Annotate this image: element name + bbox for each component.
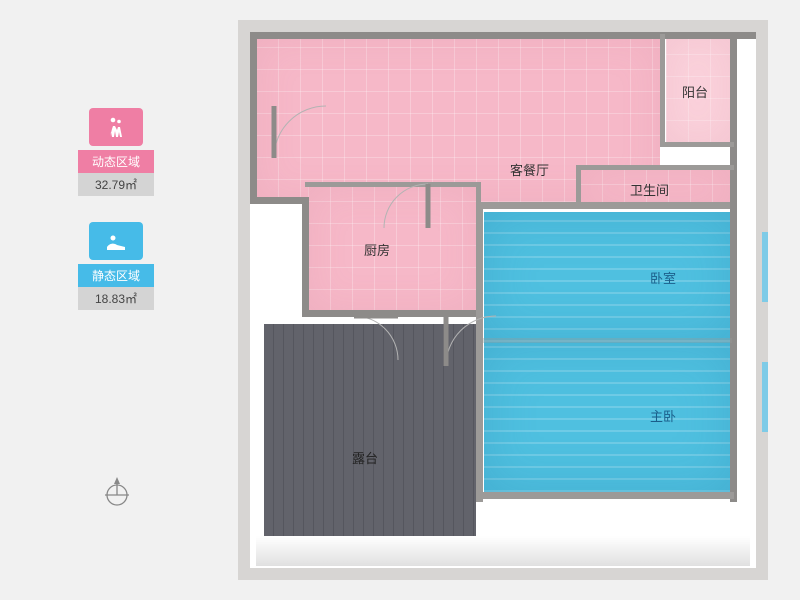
wall [482, 338, 732, 343]
door-arc [350, 312, 400, 362]
dynamic-zone-icon [89, 108, 143, 146]
legend-dynamic: 动态区域 32.79㎡ [78, 108, 154, 196]
floor-shadow [256, 536, 750, 566]
wall [476, 492, 734, 499]
wall [730, 32, 737, 502]
floorplan: 客餐厅 厨房 卫生间 阳台 卧室 主卧 露台 [238, 20, 768, 580]
wall [250, 197, 308, 204]
room-balcony [666, 37, 730, 143]
legend-dynamic-value: 32.79㎡ [78, 173, 154, 196]
wall [476, 202, 734, 209]
door-arc [270, 102, 330, 162]
door-arc [380, 180, 432, 232]
window-marker [762, 232, 768, 302]
wall [576, 165, 734, 170]
wall [250, 32, 756, 39]
wall [476, 182, 481, 312]
legend: 动态区域 32.79㎡ 静态区域 18.83㎡ [78, 108, 154, 336]
legend-static-value: 18.83㎡ [78, 287, 154, 310]
wall [576, 165, 581, 207]
legend-dynamic-label: 动态区域 [78, 150, 154, 173]
legend-static: 静态区域 18.83㎡ [78, 222, 154, 310]
legend-static-label: 静态区域 [78, 264, 154, 287]
wall [660, 34, 665, 146]
static-zone-icon [89, 222, 143, 260]
room-bedroom1 [484, 342, 732, 492]
room-bedroom2 [484, 212, 732, 342]
wall [660, 142, 734, 147]
window-marker [762, 362, 768, 432]
wall [302, 197, 309, 317]
wall [250, 32, 257, 202]
compass-icon [100, 475, 134, 514]
door-arc [442, 312, 500, 370]
